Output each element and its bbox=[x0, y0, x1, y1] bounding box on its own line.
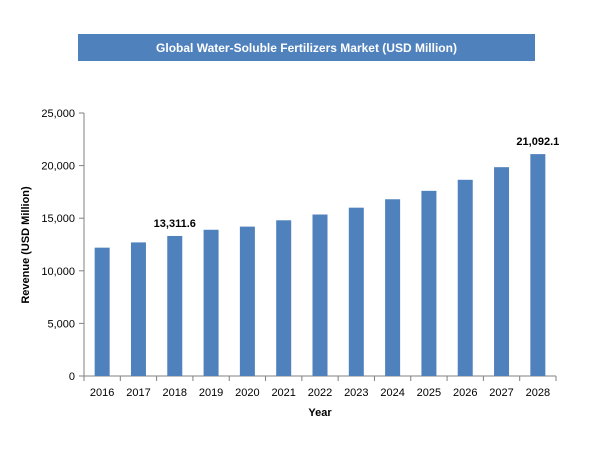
x-tick-label: 2019 bbox=[199, 387, 223, 399]
x-tick-label: 2027 bbox=[489, 387, 513, 399]
y-tick-label: 10,000 bbox=[41, 266, 75, 278]
chart-title: Global Water-Soluble Fertilizers Market … bbox=[156, 40, 457, 55]
x-tick-label: 2023 bbox=[344, 387, 368, 399]
bar-2016 bbox=[94, 247, 110, 376]
bar-2023 bbox=[348, 207, 364, 376]
x-tick-label: 2025 bbox=[417, 387, 441, 399]
bar-2024 bbox=[385, 199, 401, 376]
y-tick-label: 15,000 bbox=[41, 213, 75, 225]
x-tick-label: 2020 bbox=[235, 387, 259, 399]
x-tick-label: 2022 bbox=[308, 387, 332, 399]
y-tick-label: 20,000 bbox=[41, 161, 75, 173]
bar-2022 bbox=[312, 214, 328, 376]
x-tick-label: 2017 bbox=[126, 387, 150, 399]
bar-2021 bbox=[276, 220, 292, 376]
x-tick-label: 2018 bbox=[163, 387, 187, 399]
bar-2018 bbox=[167, 235, 183, 376]
y-tick-label: 25,000 bbox=[41, 108, 75, 120]
x-tick-label: 2024 bbox=[380, 387, 404, 399]
x-axis-label: Year bbox=[308, 407, 332, 419]
data-label-2018: 13,311.6 bbox=[154, 218, 196, 230]
x-tick-label: 2026 bbox=[453, 387, 477, 399]
chart-title-banner: Global Water-Soluble Fertilizers Market … bbox=[78, 34, 535, 61]
bar-2019 bbox=[203, 229, 219, 376]
bar-2020 bbox=[239, 226, 255, 376]
x-tick-label: 2021 bbox=[271, 387, 295, 399]
data-label-2028: 21,092.1 bbox=[516, 136, 559, 148]
x-tick-label: 2028 bbox=[526, 387, 550, 399]
y-tick-label: 5,000 bbox=[47, 318, 75, 330]
bar-2028 bbox=[530, 154, 546, 376]
x-tick-label: 2016 bbox=[90, 387, 114, 399]
bar-2017 bbox=[130, 242, 146, 376]
y-tick-label: 0 bbox=[69, 371, 75, 383]
bar-2025 bbox=[421, 190, 437, 376]
bar-2027 bbox=[494, 167, 510, 376]
bar-2026 bbox=[457, 179, 473, 376]
y-axis-label: Revenue (USD Million) bbox=[20, 186, 32, 304]
